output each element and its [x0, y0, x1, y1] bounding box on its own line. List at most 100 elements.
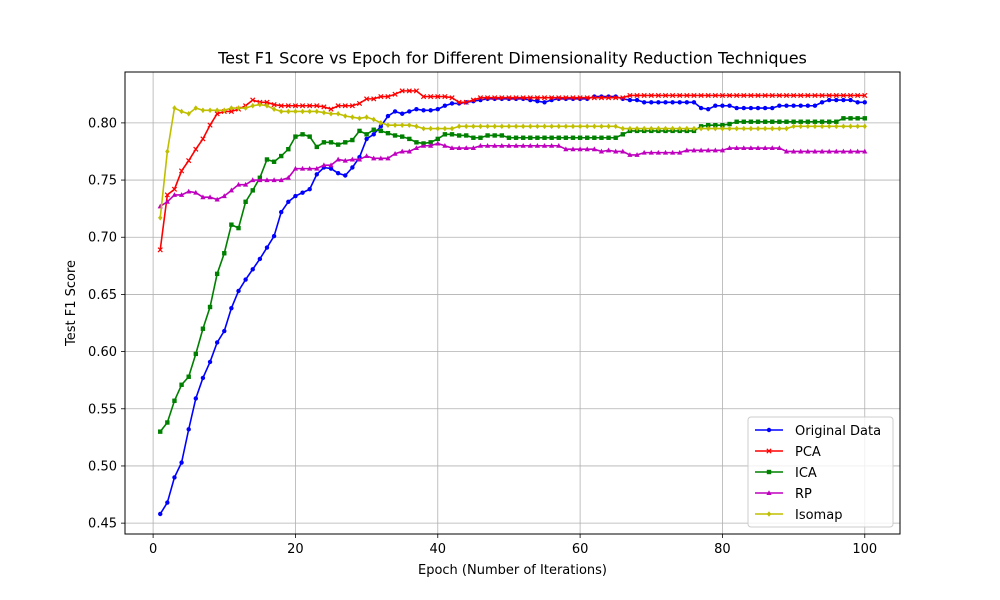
- data-point-ica: [841, 116, 846, 121]
- data-point-rp: [214, 196, 220, 202]
- data-point-pca: [171, 186, 178, 192]
- data-point-pca: [698, 92, 704, 99]
- data-point-original-data: [542, 100, 547, 105]
- data-point-pca: [406, 88, 412, 94]
- data-point-original-data: [684, 100, 690, 105]
- data-point-original-data: [371, 132, 376, 137]
- data-point-rp: [670, 149, 676, 155]
- data-point-pca: [826, 92, 832, 99]
- data-point-isomap: [229, 105, 234, 111]
- data-point-isomap: [691, 125, 697, 132]
- data-point-pca: [157, 247, 163, 253]
- data-point-ica: [720, 122, 725, 128]
- data-point-pca: [228, 108, 235, 115]
- data-point-pca: [662, 92, 669, 99]
- data-point-isomap: [264, 102, 270, 109]
- data-point-pca: [178, 168, 185, 174]
- data-point-rp: [435, 140, 441, 146]
- data-point-original-data: [250, 267, 255, 272]
- data-point-rp: [520, 142, 526, 148]
- data-point-rp: [186, 188, 192, 194]
- data-point-rp: [798, 148, 804, 154]
- data-point-original-data: [777, 103, 782, 108]
- data-point-isomap: [506, 123, 512, 130]
- data-point-isomap: [385, 122, 391, 128]
- data-point-original-data: [734, 105, 739, 111]
- legend-marker-rp: [766, 490, 772, 495]
- data-point-pca: [428, 93, 434, 100]
- data-point-original-data: [414, 106, 419, 112]
- data-point-pca: [541, 95, 548, 101]
- data-point-rp: [207, 194, 213, 200]
- data-point-rp: [200, 194, 206, 200]
- data-point-pca: [321, 104, 327, 110]
- data-point-rp: [862, 148, 868, 154]
- data-point-original-data: [335, 171, 341, 176]
- data-point-rp: [840, 148, 847, 154]
- data-point-ica: [428, 140, 433, 145]
- data-point-rp: [513, 142, 519, 148]
- data-point-pca: [435, 93, 441, 100]
- data-point-isomap: [513, 123, 519, 130]
- data-point-rp: [235, 181, 242, 187]
- data-point-original-data: [385, 113, 391, 119]
- data-point-original-data: [442, 103, 448, 108]
- data-point-original-data: [214, 340, 220, 345]
- data-point-rp: [378, 155, 384, 161]
- data-point-isomap: [407, 122, 412, 128]
- data-point-ica: [165, 420, 170, 425]
- data-point-original-data: [158, 511, 163, 517]
- data-point-ica: [207, 304, 213, 310]
- data-point-ica: [784, 119, 789, 124]
- data-point-original-data: [755, 105, 761, 111]
- data-point-original-data: [279, 209, 284, 215]
- data-point-pca: [755, 92, 761, 99]
- x-tick-label: 20: [287, 542, 304, 557]
- data-point-isomap: [364, 114, 369, 120]
- data-point-original-data: [748, 105, 754, 111]
- y-axis-label: Test F1 Score: [64, 260, 79, 347]
- grid-lines: [125, 72, 900, 534]
- data-point-pca: [264, 99, 270, 105]
- y-tick-label: 0.60: [88, 345, 117, 360]
- data-point-isomap: [528, 123, 533, 130]
- data-point-isomap: [492, 123, 497, 130]
- data-point-ica: [513, 135, 519, 140]
- data-point-isomap: [656, 125, 661, 132]
- y-tick-label: 0.80: [88, 116, 117, 131]
- data-point-isomap: [214, 107, 220, 114]
- y-axis-ticks: 0.45 0.50 0.55 0.60 0.65 0.70 0.75 0.80: [88, 116, 125, 532]
- data-point-isomap: [293, 108, 298, 115]
- data-point-ica: [392, 133, 398, 138]
- data-point-original-data: [805, 103, 811, 108]
- data-point-ica: [798, 119, 803, 124]
- series-line-pca: [159, 90, 865, 250]
- data-point-isomap: [456, 123, 462, 130]
- data-point-pca: [470, 97, 476, 103]
- data-point-ica: [549, 135, 554, 140]
- data-point-isomap: [741, 125, 746, 132]
- y-tick-label: 0.50: [88, 459, 117, 474]
- series-line-rp: [159, 142, 865, 208]
- data-point-pca: [570, 95, 576, 101]
- data-point-ica: [755, 119, 761, 124]
- data-point-ica: [286, 146, 291, 152]
- data-point-isomap: [535, 123, 540, 130]
- data-point-ica: [471, 135, 476, 140]
- data-point-ica: [620, 132, 626, 137]
- data-point-original-data: [165, 500, 170, 505]
- data-point-rp: [549, 142, 555, 148]
- data-point-pca: [726, 92, 733, 99]
- data-point-ica: [186, 374, 191, 379]
- data-point-isomap: [848, 123, 853, 130]
- data-point-pca: [271, 101, 277, 108]
- data-point-isomap: [158, 215, 163, 221]
- data-point-original-data: [350, 165, 355, 170]
- data-point-rp: [833, 148, 839, 154]
- data-point-original-data: [762, 105, 768, 111]
- data-point-isomap: [414, 123, 419, 130]
- data-point-isomap: [855, 123, 860, 130]
- data-point-rp: [477, 142, 484, 148]
- data-point-ica: [812, 119, 818, 124]
- data-point-rp: [506, 142, 512, 148]
